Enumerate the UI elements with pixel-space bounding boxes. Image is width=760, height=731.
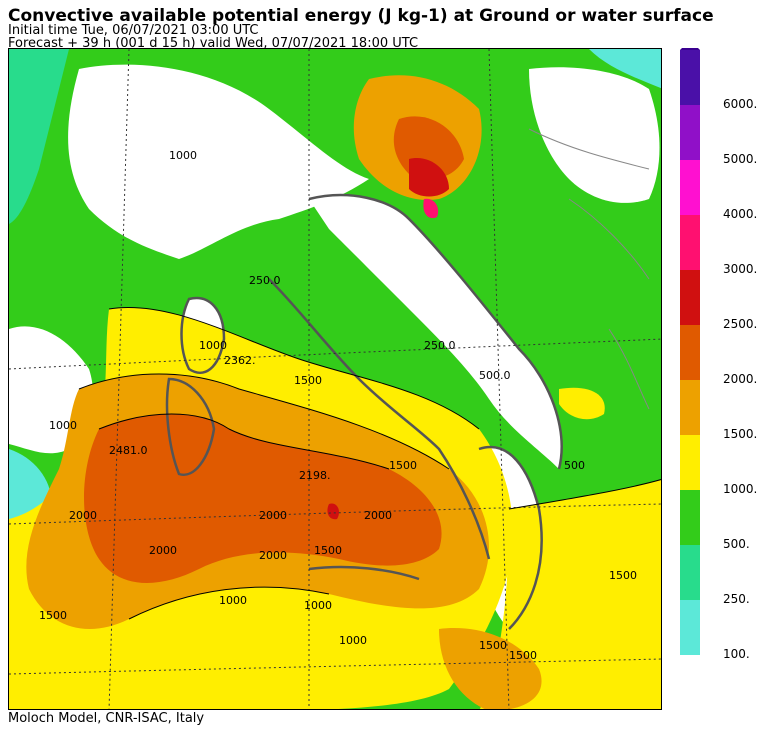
legend-swatch — [680, 325, 700, 380]
contour-label: 1000 — [199, 339, 227, 352]
contour-label: 250.0 — [249, 274, 281, 287]
red-north — [409, 158, 449, 197]
contour-label: 1500 — [314, 544, 342, 557]
legend-swatch — [680, 215, 700, 270]
contour-label: 2000 — [364, 509, 392, 522]
contour-label: 2000 — [259, 549, 287, 562]
red-spot-south — [327, 503, 340, 520]
legend-swatch — [680, 435, 700, 490]
legend-arrow-icon — [680, 40, 700, 50]
legend-label: 2500. — [723, 317, 758, 331]
legend-label: 3000. — [723, 262, 758, 276]
contour-label: 1500 — [294, 374, 322, 387]
borders — [528, 128, 650, 410]
map-title: Convective available potential energy (J… — [8, 6, 714, 26]
map-canvas — [9, 49, 661, 709]
legend-label: 2000. — [723, 372, 758, 386]
legend-label: 100. — [723, 647, 750, 661]
white-alps — [68, 64, 369, 260]
legend-swatch — [680, 380, 700, 435]
legend-label: 4000. — [723, 207, 758, 221]
contour-label: 1500 — [479, 639, 507, 652]
legend-swatch — [680, 545, 700, 600]
contour-label: 2198. — [299, 469, 331, 482]
cape-map: 1000 250.0 1000 1000 2481.0 2000 2000 2000 1500 1… — [8, 48, 662, 710]
contour-label: 1000 — [339, 634, 367, 647]
legend-swatch — [680, 490, 700, 545]
magenta-spot — [423, 198, 439, 219]
legend-label: 1000. — [723, 482, 758, 496]
contour-label: 1500 — [39, 609, 67, 622]
white-balkans-north — [529, 67, 660, 203]
legend-swatch — [680, 105, 700, 160]
legend-label: 6000. — [723, 97, 758, 111]
contour-label: 500.0 — [479, 369, 511, 382]
initial-time: Initial time Tue, 06/07/2021 03:00 UTC — [8, 23, 259, 38]
contour-label: 1500 — [509, 649, 537, 662]
legend-swatch — [680, 160, 700, 215]
contour-label: 2362. — [224, 354, 256, 367]
contour-label: 1000 — [219, 594, 247, 607]
contour-label: 250.0 — [424, 339, 456, 352]
legend-swatch — [680, 50, 700, 105]
model-credit: Moloch Model, CNR-ISAC, Italy — [8, 711, 205, 726]
contour-label: 1000 — [304, 599, 332, 612]
legend-swatch — [680, 270, 700, 325]
contour-label: 2000 — [259, 509, 287, 522]
contour-label: 1500 — [609, 569, 637, 582]
contour-lines — [78, 307, 661, 620]
graticule — [9, 49, 661, 709]
coastlines — [165, 193, 563, 630]
teal-ne — [589, 49, 661, 89]
contour-label: 1000 — [49, 419, 77, 432]
yellow-ionian — [479, 479, 661, 709]
contour-label: 2000 — [149, 544, 177, 557]
contour-label: 2000 — [69, 509, 97, 522]
legend-label: 5000. — [723, 152, 758, 166]
legend-swatch — [680, 600, 700, 655]
contour-label: 2481.0 — [109, 444, 148, 457]
mint-nw — [9, 49, 69, 224]
color-legend: 100. 250. 500. 1000. 1500. 2000. 2500. 3000. 400… — [675, 40, 760, 668]
white-adriatic — [309, 195, 562, 469]
contour-label: 1000 — [169, 149, 197, 162]
contour-label: 500 — [564, 459, 585, 472]
orange-ionian — [439, 628, 542, 709]
legend-label: 250. — [723, 592, 750, 606]
forecast-time: Forecast + 39 h (001 d 15 h) valid Wed, … — [8, 36, 419, 51]
legend-label: 1500. — [723, 427, 758, 441]
yellow-patch — [559, 387, 605, 420]
legend-colorbar — [680, 40, 700, 655]
legend-label: 500. — [723, 537, 750, 551]
contour-label: 1500 — [389, 459, 417, 472]
